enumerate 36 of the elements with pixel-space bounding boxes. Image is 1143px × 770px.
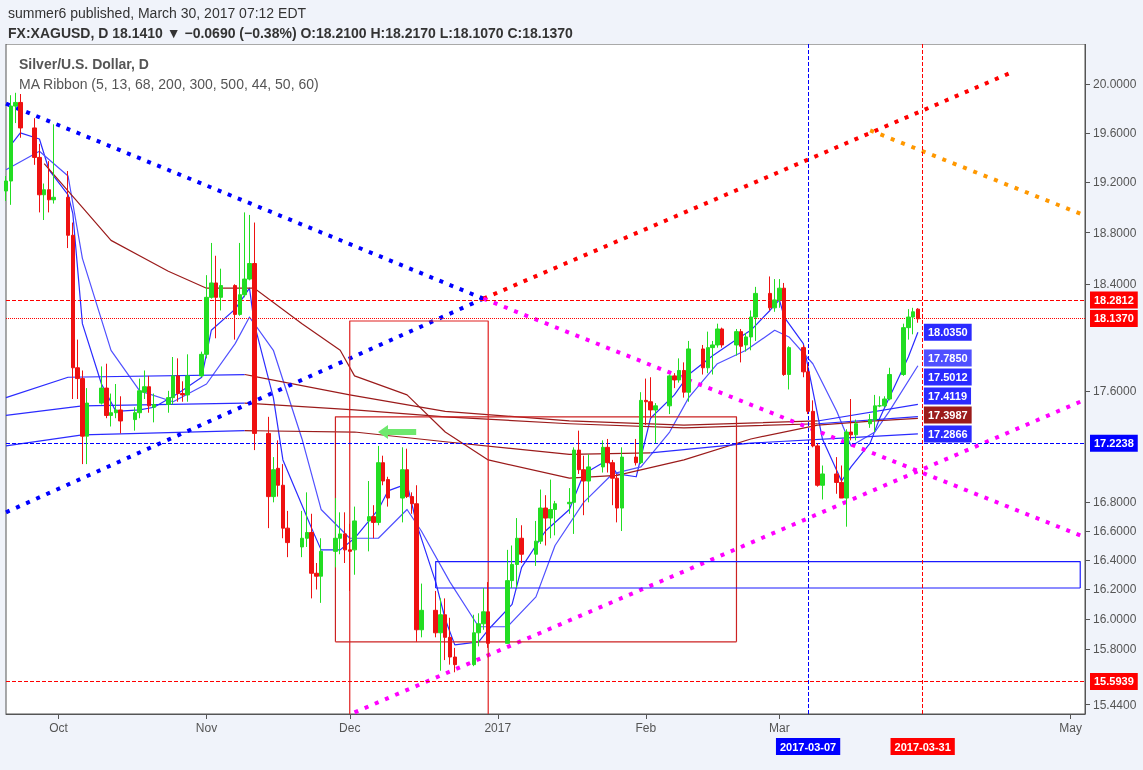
ref-line-label: 2017-03-07 [779,740,837,753]
data-label: 17.7850 [927,351,968,364]
text: FX:XAGUSD, D 18.1410 ▼ −0.0690 (−0.38%) O:18.2100 H:18.2170 L:18.1070 C:18.1370 [8,24,574,43]
x-tick-label: May [1059,721,1083,735]
ref-line-label: 15.5939 [1094,675,1134,688]
data-label: 17.5012 [927,370,968,383]
y-tick-label: 16.8000 [1093,495,1137,510]
x-tick-label: Mar [769,721,790,735]
y-tick-label: 16.6000 [1093,524,1137,539]
y-tick-label: 18.8000 [1093,225,1137,240]
y-tick-label: 16.4000 [1093,553,1137,568]
y-tick-label: 16.2000 [1093,582,1137,597]
y-tick-label: 19.2000 [1093,175,1137,190]
data-label: 18.0350 [927,326,968,339]
y-tick-label: 18.4000 [1093,277,1137,292]
x-tick-label: Feb [635,721,657,735]
ref-line-label: 17.2238 [1094,437,1134,450]
data-label: 17.4119 [927,389,968,402]
ref-line-label: 18.2812 [1094,293,1134,306]
data-label: 17.2866 [927,427,968,440]
data-label: 17.3987 [927,408,968,421]
y-tick-label: 19.6000 [1093,125,1137,140]
text: MA Ribbon (5, 13, 68, 200, 300, 500, 44, 50, 60) [19,76,319,92]
y-tick-label: 16.0000 [1093,612,1137,627]
x-tick-label: 2017 [484,721,512,735]
text: Silver/U.S. Dollar, D [19,56,149,72]
y-tick-label: 15.4400 [1093,697,1137,712]
x-tick-label: Nov [195,721,218,735]
text: summer6 published, March 30, 2017 07:12 EDT [8,4,308,23]
ref-line-label: 18.1370 [1094,312,1134,325]
x-tick-label: Oct [49,721,69,735]
x-tick-label: Dec [339,721,361,735]
y-tick-label: 15.8000 [1093,642,1137,657]
ref-line-label: 2017-03-31 [894,740,951,753]
y-tick-label: 20.0000 [1093,77,1137,92]
y-tick-label: 17.6000 [1093,383,1137,398]
